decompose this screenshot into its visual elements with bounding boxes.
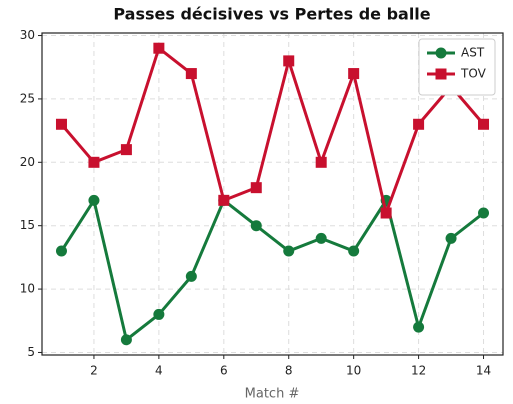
marker [413, 118, 425, 130]
x-tick-label: 8 [285, 364, 293, 378]
legend-marker [435, 68, 447, 80]
chart-title: Passes décisives vs Pertes de balle [113, 5, 430, 24]
legend-label: AST [461, 46, 485, 60]
marker [348, 68, 360, 80]
x-tick-label: 2 [90, 364, 98, 378]
marker [120, 144, 132, 156]
x-tick-label: 10 [346, 364, 361, 378]
marker [445, 232, 457, 244]
marker [315, 156, 327, 168]
marker [88, 156, 100, 168]
marker [250, 220, 262, 232]
y-tick-label: 10 [20, 282, 35, 296]
marker [55, 245, 67, 257]
marker [153, 42, 165, 54]
legend-marker [435, 47, 447, 59]
x-axis-label: Match # [245, 387, 300, 402]
marker [55, 118, 67, 130]
series-line [60, 198, 485, 342]
marker [478, 118, 490, 130]
x-tick-label: 12 [411, 364, 426, 378]
marker [120, 334, 132, 346]
marker [315, 232, 327, 244]
marker [185, 270, 197, 282]
marker [185, 68, 197, 80]
y-tick-label: 20 [20, 155, 35, 169]
marker [413, 321, 425, 333]
y-tick-label: 15 [20, 218, 35, 232]
marker [88, 194, 100, 206]
marker [283, 55, 295, 67]
y-tick-label: 30 [20, 28, 35, 42]
marker [283, 245, 295, 257]
y-tick-label: 5 [27, 345, 35, 359]
marker [380, 207, 392, 219]
x-tick-label: 14 [476, 364, 491, 378]
y-tick-label: 25 [20, 91, 35, 105]
marker [348, 245, 360, 257]
marker [250, 182, 262, 194]
marker [153, 308, 165, 320]
marker [478, 207, 490, 219]
plot-frame [41, 32, 504, 356]
x-tick-label: 6 [220, 364, 228, 378]
x-tick-label: 4 [155, 364, 163, 378]
marker [218, 194, 230, 206]
series-line [60, 46, 485, 215]
legend-label: TOV [460, 67, 487, 81]
